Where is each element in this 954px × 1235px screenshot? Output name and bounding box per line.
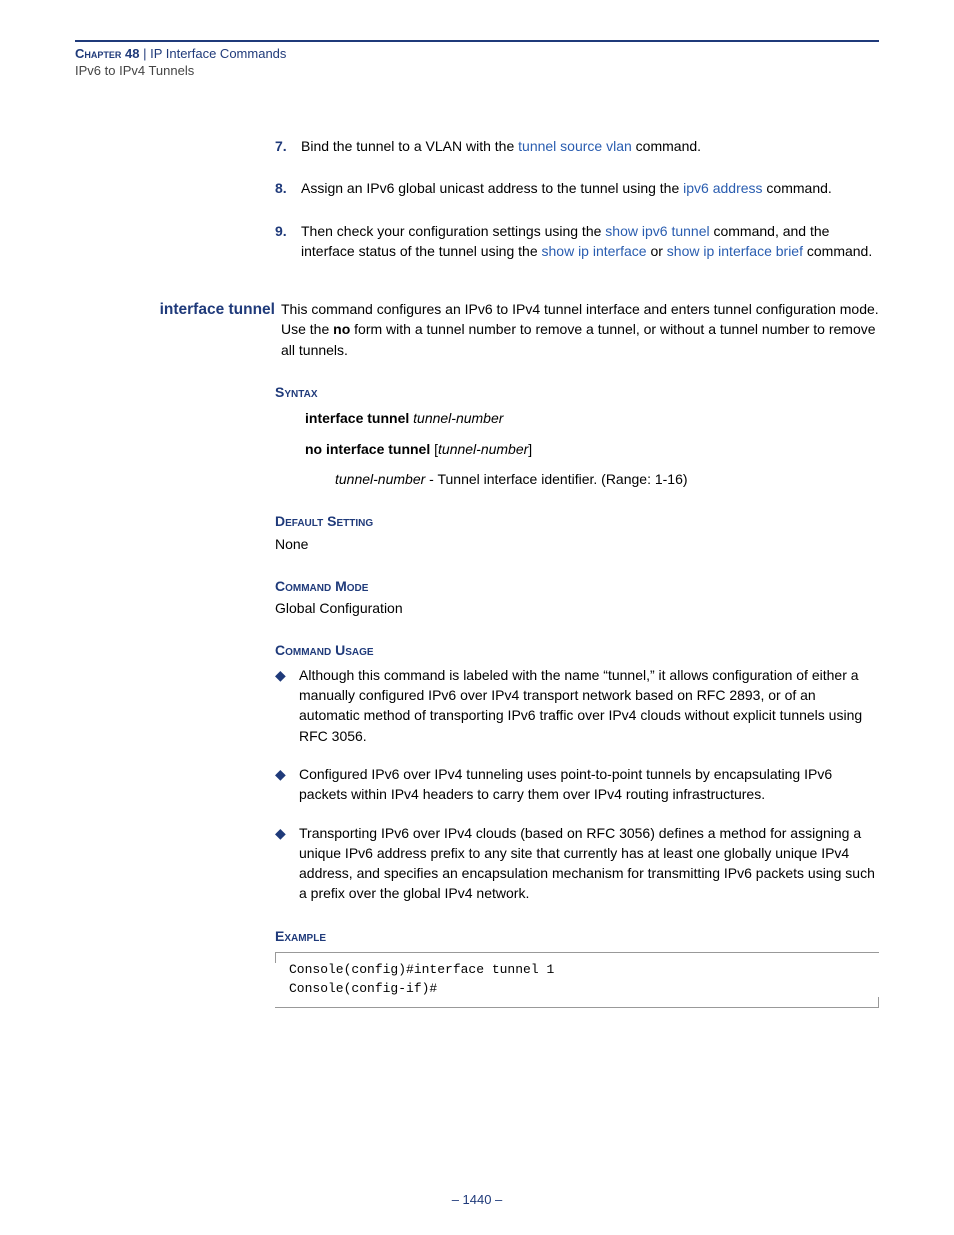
list-item: 9.Then check your configuration settings… [275, 221, 879, 262]
chapter-line: Chapter 48 | IP Interface Commands [75, 46, 879, 61]
numbered-steps: 7.Bind the tunnel to a VLAN with the tun… [75, 136, 879, 261]
link-text[interactable]: tunnel source vlan [518, 138, 632, 154]
list-number: 8. [275, 178, 301, 198]
default-setting-value: None [275, 534, 879, 554]
page-header: Chapter 48 | IP Interface Commands IPv6 … [0, 0, 954, 86]
bullet-item: ◆Transporting IPv6 over IPv4 clouds (bas… [275, 823, 879, 904]
bullet-item: ◆Configured IPv6 over IPv4 tunneling use… [275, 764, 879, 805]
list-item: 7.Bind the tunnel to a VLAN with the tun… [275, 136, 879, 156]
bullet-diamond-icon: ◆ [275, 665, 299, 746]
list-text: Assign an IPv6 global unicast address to… [301, 178, 879, 198]
syntax-param: tunnel-number - Tunnel interface identif… [335, 469, 879, 489]
bullet-diamond-icon: ◆ [275, 823, 299, 904]
page-content: 7.Bind the tunnel to a VLAN with the tun… [0, 86, 954, 1008]
list-text: Then check your configuration settings u… [301, 221, 879, 262]
chapter-title: IP Interface Commands [150, 46, 286, 61]
command-description: This command configures an IPv6 to IPv4 … [281, 299, 879, 360]
example-label: Example [275, 926, 879, 946]
bullet-diamond-icon: ◆ [275, 764, 299, 805]
header-rule [75, 40, 879, 42]
bullet-text: Although this command is labeled with th… [299, 665, 879, 746]
list-item: 8.Assign an IPv6 global unicast address … [275, 178, 879, 198]
link-text[interactable]: show ip interface brief [667, 243, 803, 259]
list-text: Bind the tunnel to a VLAN with the tunne… [301, 136, 879, 156]
link-text[interactable]: ipv6 address [683, 180, 762, 196]
usage-bullets: ◆Although this command is labeled with t… [75, 665, 879, 904]
syntax-line-2: no interface tunnel [tunnel-number] [305, 439, 879, 459]
command-usage-label: Command Usage [275, 640, 879, 660]
link-text[interactable]: show ip interface [542, 243, 647, 259]
example-code: Console(config)#interface tunnel 1 Conso… [275, 952, 879, 1008]
page-container: Chapter 48 | IP Interface Commands IPv6 … [0, 0, 954, 1235]
syntax-label: Syntax [275, 382, 879, 402]
link-text[interactable]: show ipv6 tunnel [605, 223, 709, 239]
command-block: interface tunnel This command configures… [75, 299, 879, 360]
command-mode-value: Global Configuration [275, 598, 879, 618]
list-number: 9. [275, 221, 301, 262]
chapter-prefix: Chapter 48 [75, 46, 139, 61]
chapter-subtitle: IPv6 to IPv4 Tunnels [75, 63, 879, 78]
syntax-line-1: interface tunnel tunnel-number [305, 408, 879, 428]
chapter-sep: | [139, 46, 150, 61]
list-number: 7. [275, 136, 301, 156]
page-number: – 1440 – [0, 1192, 954, 1207]
bullet-item: ◆Although this command is labeled with t… [275, 665, 879, 746]
command-mode-label: Command Mode [275, 576, 879, 596]
command-name: interface tunnel [75, 299, 281, 360]
bullet-text: Configured IPv6 over IPv4 tunneling uses… [299, 764, 879, 805]
default-setting-label: Default Setting [275, 511, 879, 531]
bullet-text: Transporting IPv6 over IPv4 clouds (base… [299, 823, 879, 904]
